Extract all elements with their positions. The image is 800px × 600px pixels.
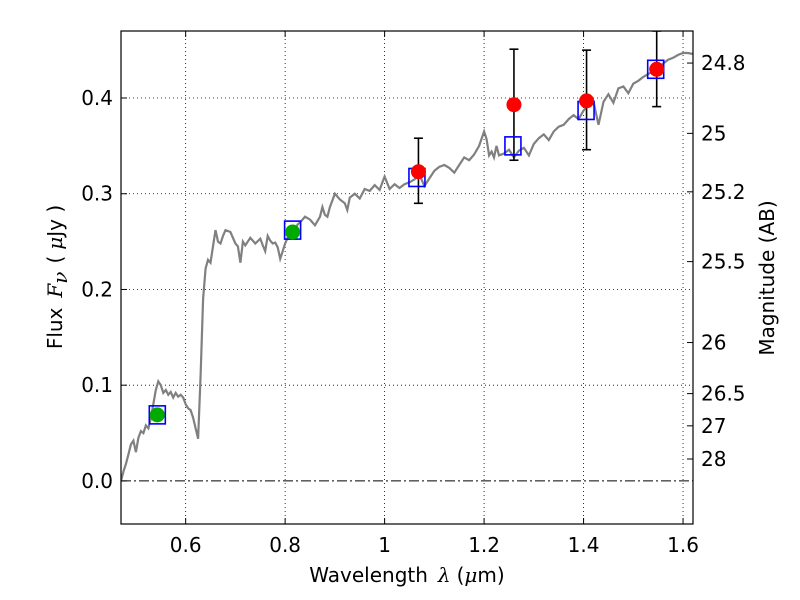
y-tick-label: 0.2: [81, 277, 113, 301]
x-axis-title-text: Wavelength: [309, 563, 428, 587]
mag-tick-label: 25: [701, 121, 726, 145]
observed-point-red: [506, 97, 522, 113]
observed-optical-markers: [149, 224, 301, 423]
y-tick-label: 0.4: [81, 86, 113, 110]
y-axis-unit-mu: μ: [43, 237, 67, 250]
x-tick-label: 1.6: [667, 533, 699, 557]
observed-point-green: [149, 407, 165, 423]
x-axis-title: Wavelength λ (μm): [309, 563, 504, 587]
x-axis-unit-mu: μ: [464, 563, 477, 587]
x-tick-label: 1: [378, 533, 391, 557]
observed-point-red: [410, 164, 426, 180]
x-axis-symbol: λ: [437, 563, 451, 587]
mag-tick-label: 24.8: [701, 51, 746, 75]
y-axis-unit-rest: Jy ): [43, 205, 67, 239]
x-tick-label: 1.2: [468, 533, 500, 557]
observed-nir-markers: [410, 61, 665, 180]
template-spectrum-line: [121, 51, 693, 482]
x-axis-unit-open: (: [457, 563, 465, 587]
model-flux-square: [504, 136, 522, 156]
observed-point-red: [579, 93, 595, 109]
y-tick-label: 0.0: [81, 469, 113, 493]
y-tick-label: 0.3: [81, 182, 113, 206]
plot-background: [121, 31, 693, 524]
plot-frame: [120, 30, 694, 525]
model-flux-square: [148, 405, 167, 425]
mag-tick-label: 28: [701, 447, 726, 471]
y-axis-subscript: ν: [48, 272, 72, 284]
y-axis-title: Flux Fν ( μJy ): [43, 205, 72, 349]
tick-labels: 0.6 0.8 1 1.2 1.4 1.6 0.0 0.1 0.2 0.3 0.4 24.8 25 25.…: [81, 51, 745, 557]
grid: [121, 31, 693, 524]
x-tick-label: 0.8: [269, 533, 301, 557]
observed-point-red: [649, 61, 665, 77]
y-axis-title-text: Flux: [43, 307, 67, 349]
y-axis-symbol: F: [43, 283, 67, 299]
mag-tick-label: 27: [701, 414, 726, 438]
y2-axis-title: Magnitude (AB): [755, 200, 779, 355]
y-tick-label: 0.1: [81, 373, 113, 397]
mag-tick-label: 25.2: [701, 180, 746, 204]
x-axis-unit-rest: m): [477, 563, 504, 587]
x-tick-label: 1.4: [568, 533, 600, 557]
x-tick-label: 0.6: [170, 533, 202, 557]
y-axis-unit-open: (: [43, 256, 67, 264]
axis-ticks: [121, 31, 693, 524]
mag-tick-label: 26: [701, 331, 726, 355]
mag-tick-label: 25.5: [701, 250, 746, 274]
mag-tick-label: 26.5: [701, 382, 746, 406]
observed-point-green: [285, 224, 301, 240]
